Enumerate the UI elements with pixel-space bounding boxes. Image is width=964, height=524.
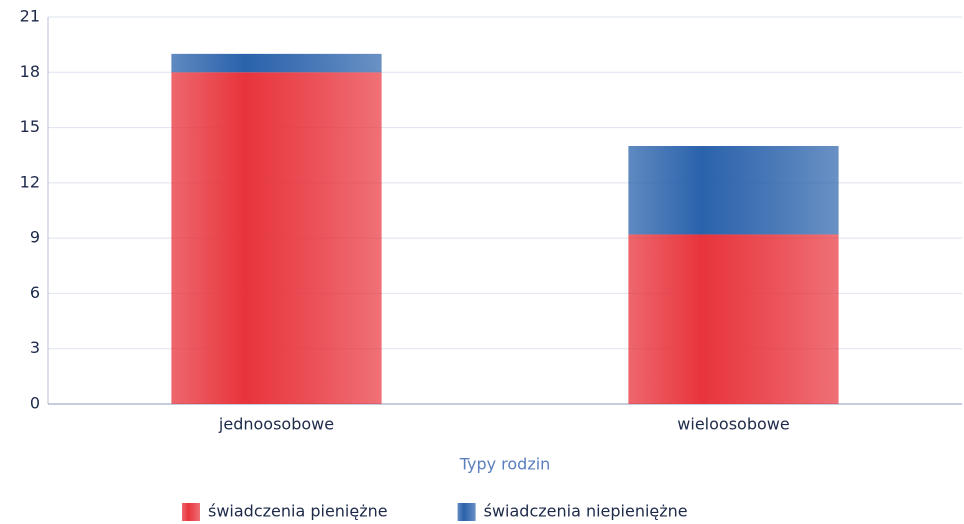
legend-label: świadczenia niepieniężne bbox=[484, 502, 688, 521]
legend-label: świadczenia pieniężne bbox=[208, 502, 388, 521]
y-tick-label: 12 bbox=[20, 172, 40, 191]
y-tick-label: 15 bbox=[20, 117, 40, 136]
y-tick-label: 9 bbox=[30, 228, 40, 247]
x-tick-label: wieloosobowe bbox=[677, 415, 789, 434]
bar-segment bbox=[628, 146, 839, 235]
bar-segment bbox=[628, 234, 839, 404]
x-tick-label: jednoosobowe bbox=[218, 415, 334, 434]
legend-swatch bbox=[182, 503, 200, 521]
y-tick-label: 6 bbox=[30, 283, 40, 302]
y-tick-label: 21 bbox=[20, 7, 40, 26]
bar-segment bbox=[171, 53, 382, 73]
legend-swatch bbox=[457, 503, 476, 521]
bar-segment bbox=[171, 72, 382, 405]
x-axis-title: Typy rodzin bbox=[459, 455, 551, 474]
y-tick-label: 3 bbox=[30, 338, 40, 357]
y-tick-label: 0 bbox=[30, 394, 40, 413]
y-tick-label: 18 bbox=[20, 62, 40, 81]
